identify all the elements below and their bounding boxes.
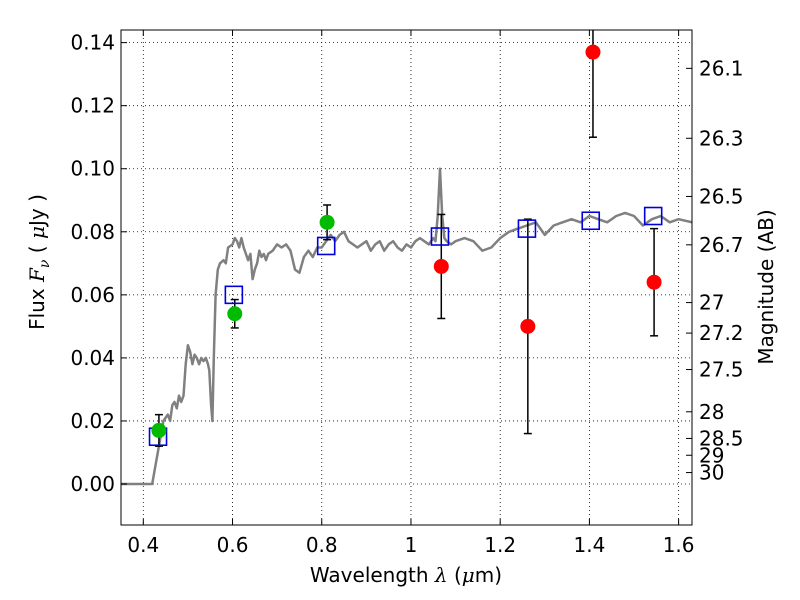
right-tick-label: 27.2 [699, 321, 744, 345]
x-tick-label: 0.4 [127, 533, 159, 557]
y-tick-label: 0.14 [70, 31, 115, 55]
right-tick-label: 28.5 [699, 426, 744, 450]
right-axis-label: Magnitude (AB) [754, 209, 778, 364]
plot-content [121, 30, 692, 486]
model-photometry-square [224, 285, 244, 305]
observed-flux-point [227, 306, 243, 322]
x-tick-label: 1.2 [484, 533, 516, 557]
plot-area [121, 30, 692, 486]
right-tick-label: 27.5 [699, 358, 744, 382]
right-tick-label: 28 [699, 400, 724, 424]
axis-ticks: 0.4 0.6 0.8 1 1.2 1.4 1.6 0.00 0.02 0.04 0.06 0.08 0… [70, 30, 744, 557]
model-photometry-square [316, 236, 336, 256]
model-spectrum-line [121, 167, 692, 486]
y-tick-label: 0.04 [70, 346, 115, 370]
y-tick-label: 0.06 [70, 283, 115, 307]
right-tick-label: 26.7 [699, 233, 744, 257]
observed-flux-point [646, 274, 662, 290]
y-tick-label: 0.00 [70, 472, 115, 496]
x-tick-label: 1.6 [663, 533, 695, 557]
y-tick-label: 0.12 [70, 94, 115, 118]
y-tick-label: 0.08 [70, 220, 115, 244]
model-photometry-square [643, 206, 663, 226]
x-tick-label: 1 [405, 533, 418, 557]
observed-flux-point [520, 318, 536, 334]
right-tick-label: 26.5 [699, 184, 744, 208]
observed-flux-point [151, 422, 167, 438]
y-tick-label: 0.10 [70, 157, 115, 181]
observed-flux-point [585, 44, 601, 60]
x-axis-label: Wavelength λ (μm) [310, 563, 502, 587]
x-tick-label: 0.6 [217, 533, 249, 557]
observed-flux-point [319, 214, 335, 230]
y-tick-label: 0.02 [70, 409, 115, 433]
observed-flux-point [433, 258, 449, 274]
grid-lines [121, 30, 692, 525]
right-tick-label: 26.3 [699, 126, 744, 150]
model-photometry-square [581, 211, 601, 231]
x-tick-label: 1.4 [573, 533, 605, 557]
right-tick-label: 27 [699, 291, 724, 315]
right-tick-label: 29 [699, 443, 724, 467]
model-photometry-square [430, 227, 450, 246]
y-axis-label: Flux Fν ( μJy ) [25, 194, 53, 330]
model-photometry-square [517, 219, 537, 238]
right-tick-label: 30 [699, 461, 724, 485]
plot-frame [120, 29, 693, 526]
x-tick-label: 0.8 [306, 533, 338, 557]
right-tick-label: 26.1 [699, 56, 744, 80]
